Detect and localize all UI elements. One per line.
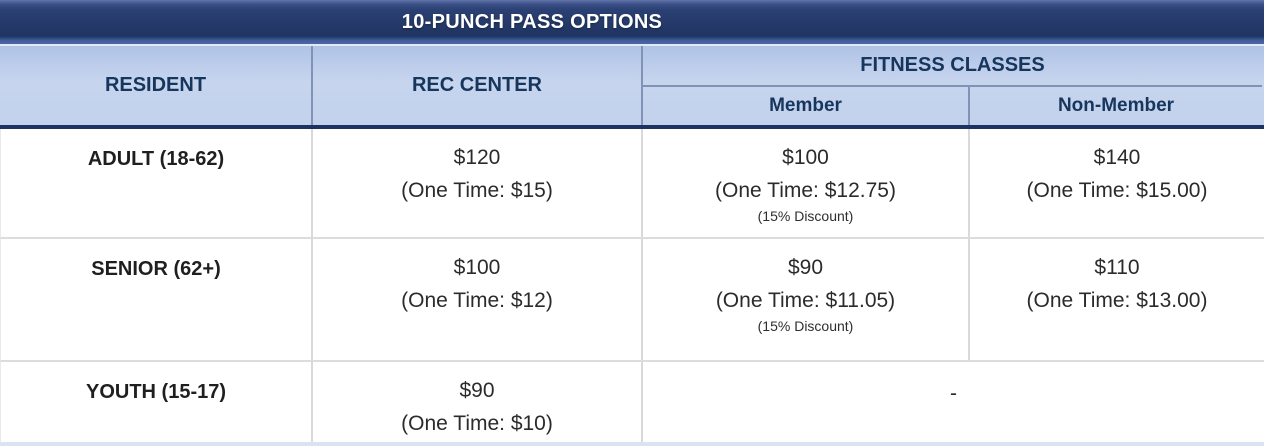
cell-adult-category: ADULT (18-62) [1, 129, 313, 237]
cell-senior-rec-center: $100 (One Time: $12) [313, 239, 643, 360]
empty-value-dash: - [950, 382, 957, 405]
table-row-youth: YOUTH (15-17) $90 (One Time: $10) - [0, 362, 1264, 442]
category-label: ADULT (18-62) [87, 148, 225, 170]
price-value: $90 [787, 256, 824, 279]
price-value: $100 [453, 256, 501, 279]
fitness-subheaders: Member Non-Member [643, 87, 1262, 125]
table-title-bar: 10-PUNCH PASS OPTIONS [0, 0, 1264, 44]
cell-youth-fitness-merged: - [643, 362, 1264, 442]
one-time-value: (One Time: $12) [401, 289, 553, 312]
cell-youth-category: YOUTH (15-17) [1, 362, 313, 442]
price-value: $140 [1093, 146, 1141, 169]
cell-adult-non-member: $140 (One Time: $15.00) [970, 129, 1264, 237]
discount-note: (15% Discount) [757, 208, 854, 224]
column-header-non-member: Non-Member [1057, 95, 1175, 116]
one-time-value: (One Time: $12.75) [715, 179, 896, 202]
price-value: $100 [782, 146, 829, 169]
cell-adult-member: $100 (One Time: $12.75) (15% Discount) [643, 129, 970, 237]
table-row-senior: SENIOR (62+) $100 (One Time: $12) $90 (O… [0, 239, 1264, 362]
one-time-value: (One Time: $10) [401, 412, 553, 435]
table-title: 10-PUNCH PASS OPTIONS [401, 10, 663, 33]
table-header-row: RESIDENT REC CENTER FITNESS CLASSES Memb… [0, 44, 1264, 129]
column-group-fitness-classes: FITNESS CLASSES Member Non-Member [643, 46, 1262, 125]
column-header-fitness-classes: FITNESS CLASSES [643, 46, 1262, 87]
one-time-value: (One Time: $13.00) [1026, 289, 1208, 312]
cell-youth-rec-center: $90 (One Time: $10) [313, 362, 643, 442]
cell-senior-non-member: $110 (One Time: $13.00) [970, 239, 1264, 360]
category-label: YOUTH (15-17) [85, 381, 227, 403]
cell-adult-rec-center: $120 (One Time: $15) [313, 129, 643, 237]
discount-note: (15% Discount) [757, 318, 854, 334]
column-header-rec-center: REC CENTER [313, 46, 643, 125]
one-time-value: (One Time: $15.00) [1026, 179, 1208, 202]
column-header-resident: RESIDENT [0, 46, 313, 125]
cell-senior-category: SENIOR (62+) [1, 239, 313, 360]
one-time-value: (One Time: $15) [401, 179, 553, 202]
price-value: $110 [1094, 256, 1140, 279]
cell-senior-member: $90 (One Time: $11.05) (15% Discount) [643, 239, 970, 360]
category-label: SENIOR (62+) [91, 258, 221, 280]
one-time-value: (One Time: $11.05) [715, 289, 896, 312]
price-value: $90 [459, 379, 495, 402]
column-header-member: Member [643, 87, 970, 125]
price-value: $120 [453, 146, 501, 169]
cropped-next-row-edge [0, 442, 1264, 446]
table-row-adult: ADULT (18-62) $120 (One Time: $15) $100 … [0, 129, 1264, 239]
